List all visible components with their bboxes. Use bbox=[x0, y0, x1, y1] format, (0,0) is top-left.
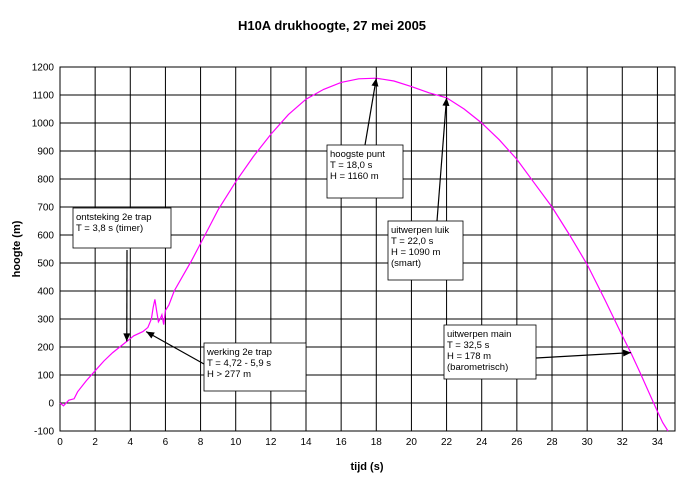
y-tick-label: 700 bbox=[37, 203, 54, 214]
x-tick-label: 8 bbox=[198, 437, 204, 448]
x-tick-label: 32 bbox=[617, 437, 629, 448]
y-tick-label: 200 bbox=[37, 343, 54, 354]
annotation-text: T = 22,0 s bbox=[391, 236, 434, 247]
annotation-arrowhead bbox=[371, 78, 379, 87]
annotation-text: T = 32,5 s bbox=[447, 340, 490, 351]
series-line bbox=[59, 77, 669, 432]
y-tick-label: 400 bbox=[37, 287, 54, 298]
x-tick-label: 2 bbox=[92, 437, 98, 448]
y-axis-label: hoogte (m) bbox=[11, 220, 23, 277]
annotation-text: T = 4,72 - 5,9 s bbox=[207, 358, 271, 369]
y-tick-label: 1100 bbox=[32, 91, 54, 102]
annotation-arrow-line bbox=[436, 97, 448, 222]
series-layer bbox=[59, 77, 669, 432]
grid bbox=[59, 66, 675, 432]
y-tick-label: 0 bbox=[48, 399, 54, 410]
y-tick-labels: -100 0 100 200 300 400 500 600 700 800 900 1000 1100… bbox=[32, 63, 55, 438]
x-tick-label: 22 bbox=[441, 437, 453, 448]
annotation-arrowhead bbox=[123, 333, 131, 342]
chart-title: H10A drukhoogte, 27 mei 2005 bbox=[238, 18, 426, 33]
x-tick-label: 12 bbox=[265, 437, 277, 448]
y-tick-label: 600 bbox=[37, 231, 54, 242]
annotation-box bbox=[387, 220, 464, 281]
annotation-text: ontsteking 2e trap bbox=[76, 212, 152, 223]
x-tick-labels: 0 2 4 6 8 10 12 14 16 18 20 22 24 26 28 30 32 34 bbox=[57, 437, 663, 448]
annotation-text: werking 2e trap bbox=[206, 347, 272, 358]
annotation-text: H = 1090 m bbox=[391, 247, 440, 258]
y-tick-label: 300 bbox=[37, 315, 54, 326]
annotation-text: (barometrisch) bbox=[447, 362, 508, 373]
annotation-text: uitwerpen luik bbox=[391, 225, 449, 236]
annotation-box bbox=[443, 324, 537, 380]
annotation-box bbox=[203, 342, 307, 392]
annotation-arrow-line bbox=[364, 78, 377, 146]
y-tick-label: 500 bbox=[37, 259, 54, 270]
plot-area-border bbox=[59, 66, 676, 432]
x-axis-label: tijd (s) bbox=[351, 461, 384, 473]
annotation-text: T = 3,8 s (timer) bbox=[76, 223, 143, 234]
x-tick-label: 14 bbox=[300, 437, 312, 448]
x-tick-label: 16 bbox=[336, 437, 348, 448]
x-tick-label: 20 bbox=[406, 437, 418, 448]
annotation-box bbox=[72, 207, 172, 249]
annotation-text: uitwerpen main bbox=[447, 329, 511, 340]
x-tick-label: 18 bbox=[371, 437, 383, 448]
annotation-text: (smart) bbox=[391, 258, 421, 269]
y-tick-label: 1200 bbox=[32, 63, 55, 74]
annotation-arrowhead bbox=[146, 331, 155, 339]
annotation-arrowhead bbox=[622, 349, 632, 357]
x-tick-label: 4 bbox=[128, 437, 134, 448]
y-tick-label: 900 bbox=[37, 147, 54, 158]
x-tick-label: 0 bbox=[57, 437, 63, 448]
annotation-text: T = 18,0 s bbox=[330, 160, 373, 171]
x-tick-label: 34 bbox=[652, 437, 664, 448]
x-tick-label: 30 bbox=[582, 437, 594, 448]
y-tick-label: 800 bbox=[37, 175, 54, 186]
annotation-text: hoogste punt bbox=[330, 149, 385, 160]
x-tick-label: 6 bbox=[163, 437, 169, 448]
x-tick-label: 24 bbox=[476, 437, 488, 448]
annotation-box bbox=[326, 144, 404, 199]
y-tick-label: 1000 bbox=[32, 119, 55, 130]
x-tick-label: 28 bbox=[546, 437, 558, 448]
annotation-text: H = 178 m bbox=[447, 351, 491, 362]
x-tick-label: 10 bbox=[230, 437, 242, 448]
annotation-arrow-line bbox=[535, 352, 632, 359]
annotation-text: H = 1160 m bbox=[330, 171, 379, 182]
annotation-arrow-line bbox=[145, 331, 205, 365]
x-tick-label: 26 bbox=[511, 437, 523, 448]
annotation-text: H > 277 m bbox=[207, 369, 251, 380]
annotation-arrowhead bbox=[442, 97, 450, 107]
y-tick-label: -100 bbox=[34, 427, 54, 438]
y-tick-label: 100 bbox=[37, 371, 54, 382]
